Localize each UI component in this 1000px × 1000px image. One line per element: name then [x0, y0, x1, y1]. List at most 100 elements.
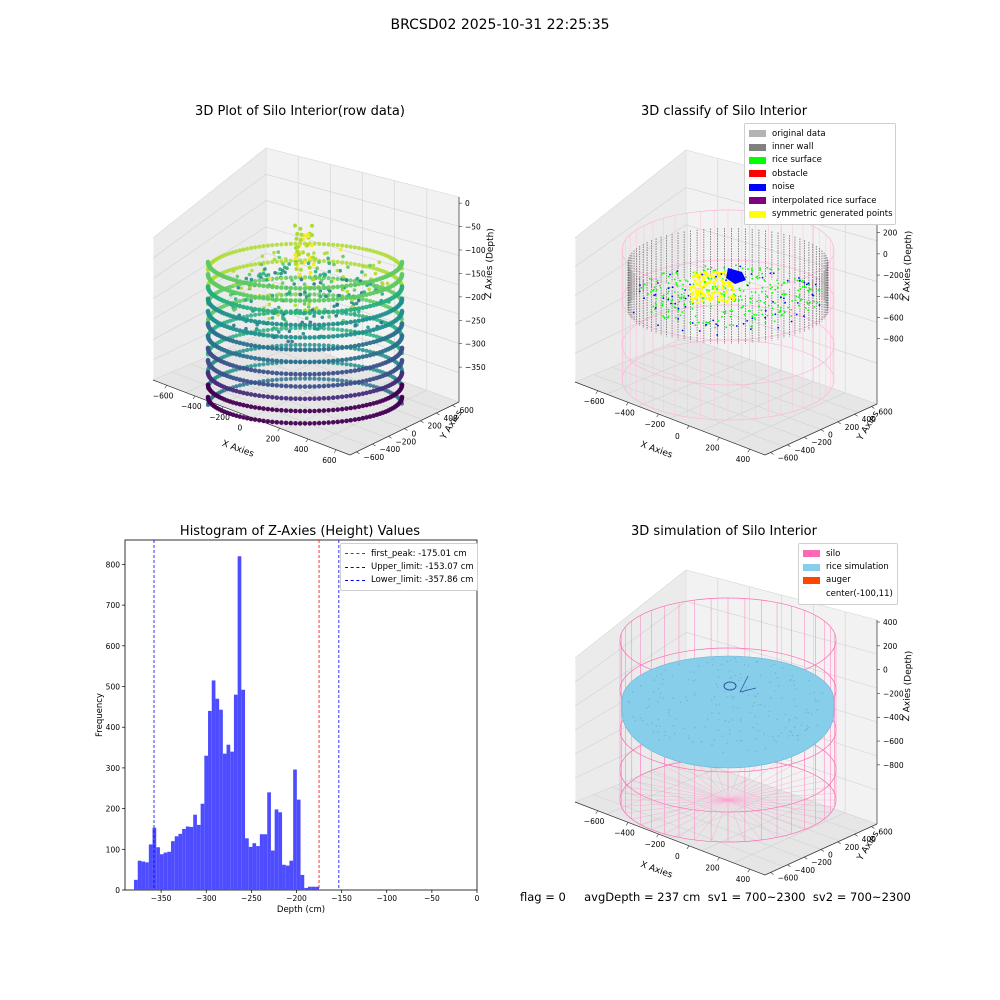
z-tick-label: 400 [883, 618, 898, 627]
data-point [205, 357, 211, 363]
data-point [311, 277, 316, 282]
data-point [352, 392, 358, 398]
grid-line [265, 147, 460, 198]
data-point [283, 383, 289, 389]
data-point [277, 330, 281, 334]
rice-mesh-point [715, 704, 718, 706]
x-tick-label: 0 [675, 852, 680, 861]
data-point [253, 312, 258, 317]
grid-line [265, 200, 460, 256]
data-point [249, 313, 254, 318]
rice-mesh-point [660, 673, 662, 676]
data-point [249, 245, 254, 251]
rice-mesh-point [770, 697, 772, 699]
legend-swatch [803, 576, 820, 584]
rice-mesh-point [737, 679, 740, 682]
rice-mesh-point [774, 672, 777, 674]
data-point [241, 415, 246, 420]
data-point [314, 306, 319, 310]
data-point [232, 283, 237, 287]
rice-mesh-point [747, 664, 750, 667]
rice-mesh-point [672, 725, 675, 727]
legend-label: first_peak: -175.01 cm [371, 548, 467, 559]
data-point [297, 347, 303, 353]
rice-mesh-point [687, 679, 690, 681]
data-point [348, 344, 354, 349]
data-point [335, 378, 340, 383]
data-point [326, 358, 331, 364]
rice-mesh-point [687, 735, 690, 737]
data-point [231, 317, 236, 322]
data-point [346, 265, 350, 269]
data-point [257, 295, 262, 300]
data-point [330, 321, 336, 327]
data-point [312, 310, 317, 316]
data-point [293, 342, 298, 348]
data-point [244, 366, 250, 372]
data-point [244, 326, 248, 331]
data-point [265, 308, 271, 314]
data-point [335, 345, 341, 351]
data-point [307, 298, 313, 303]
data-point [279, 408, 284, 413]
data-point [265, 361, 270, 366]
rice-mesh-point [813, 692, 816, 694]
histogram-legend: first_peak: -175.01 cm Upper_limit: -153… [340, 543, 478, 592]
data-point [252, 331, 258, 337]
data-point [288, 258, 293, 263]
data-point [274, 358, 280, 364]
legend-label: silo [826, 548, 841, 559]
data-point [248, 404, 254, 410]
data-point [232, 323, 236, 328]
legend-line [345, 566, 365, 568]
data-point [332, 262, 336, 267]
z-tick-label: −350 [465, 363, 486, 372]
data-point [360, 280, 366, 286]
data-point [322, 251, 327, 256]
data-point [364, 280, 369, 285]
data-point [252, 282, 258, 287]
data-point [321, 297, 327, 303]
legend-swatch [749, 197, 766, 205]
data-point [335, 327, 340, 332]
legend-item: symmetric generated points [749, 207, 893, 220]
data-point [339, 308, 345, 314]
data-point [237, 279, 243, 284]
data-point [371, 290, 376, 296]
data-point [371, 299, 376, 305]
rice-mesh-point [818, 700, 820, 702]
data-point [249, 277, 254, 282]
data-point [316, 396, 322, 401]
legend-label: inner wall [772, 142, 814, 153]
rice-mesh-point [628, 701, 631, 704]
data-point [348, 329, 353, 334]
data-point [311, 262, 316, 267]
rice-mesh-point [694, 726, 696, 729]
data-point [283, 285, 289, 291]
z-tick-label: −150 [465, 269, 486, 278]
rice-mesh-point [738, 730, 741, 732]
data-point [313, 326, 317, 331]
data-point [237, 377, 243, 383]
x-tick-mark [164, 385, 168, 389]
rice-mesh-point [734, 657, 737, 659]
data-point [270, 370, 275, 376]
data-point [248, 367, 254, 373]
data-point [364, 329, 369, 334]
data-point [248, 343, 254, 348]
data-point [341, 275, 346, 279]
legend-item: rice simulation [803, 560, 893, 573]
data-point [303, 290, 307, 294]
data-point [326, 242, 331, 247]
data-point [297, 310, 303, 316]
data-point [366, 325, 370, 330]
data-point [205, 259, 211, 265]
data-point [261, 406, 266, 411]
data-point [345, 289, 350, 294]
data-point [284, 377, 289, 382]
rice-mesh-point [641, 720, 644, 722]
x-tick-mark [717, 857, 720, 861]
data-point [244, 280, 250, 286]
data-point [248, 379, 254, 385]
data-point [364, 382, 369, 387]
